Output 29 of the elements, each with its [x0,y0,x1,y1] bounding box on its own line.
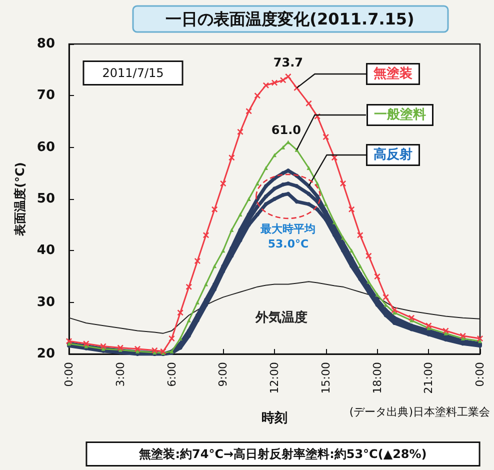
series-label: 外気温度 [254,309,308,326]
annotation: 最大時平均 53.0°C [260,222,316,250]
x-tick-label: 18:00 [370,362,384,394]
annotation: 73.7 [273,56,304,70]
text: 無塗装 [372,66,412,82]
x-tick-label: 6:00 [165,362,178,387]
y-axis-title: 表面温度(°C) [13,162,28,237]
x-tick-label: 12:00 [268,362,281,394]
x-tick-label: 9:00 [216,362,230,387]
y-tick-label: 20 [36,346,55,362]
x-tick-label: 3:00 [114,362,127,387]
annotation: 2011/7/15 [102,66,164,80]
y-tick-label: 60 [36,140,55,155]
x-tick-label: 0:00 [474,362,486,387]
y-tick-label: 30 [36,294,55,310]
y-tick-label: 70 [36,88,55,104]
text: 高反射 [374,146,412,162]
text: 一般塗料 [374,108,426,122]
y-tick-label: 80 [36,36,55,52]
chart-title: 一日の表面温度変化(2011.7.15) [166,10,414,28]
text: 無塗装:約74°C→高日射反射率塗料:約53°C(▲28%) [138,447,427,461]
annotation: 61.0 [271,123,302,138]
x-tick-label: 15:00 [319,362,332,394]
x-axis-title: 時刻 [262,410,288,426]
x-tick-label: 0:00 [62,362,76,387]
text: (データ出典)日本塗料工業会 [349,406,490,418]
y-tick-label: 40 [36,243,55,258]
x-tick-label: 21:00 [422,362,436,394]
y-tick-label: 50 [36,192,55,206]
